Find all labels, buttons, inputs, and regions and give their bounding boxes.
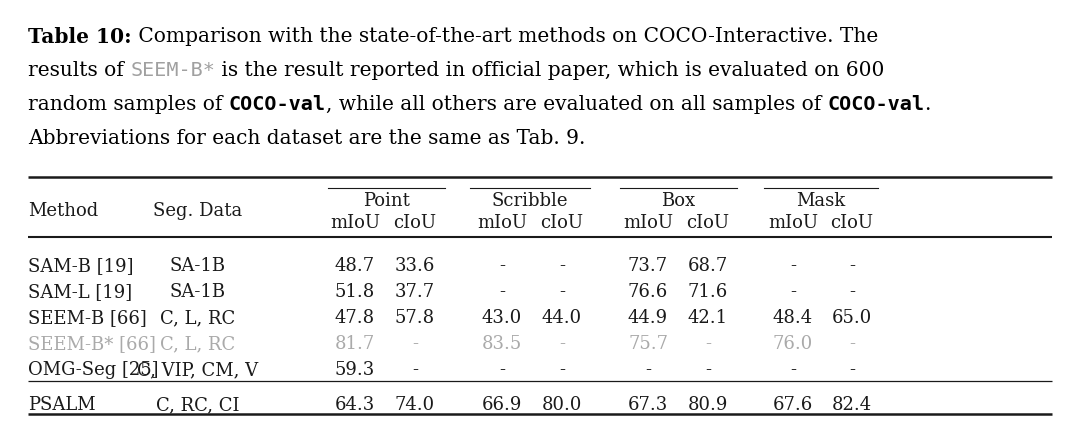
Text: -: - <box>559 334 565 352</box>
Text: 83.5: 83.5 <box>482 334 522 352</box>
Text: -: - <box>849 283 855 300</box>
Text: -: - <box>849 334 855 352</box>
Text: 57.8: 57.8 <box>395 308 435 326</box>
Text: Method: Method <box>28 202 98 219</box>
Text: 44.0: 44.0 <box>542 308 582 326</box>
Text: SA-1B: SA-1B <box>170 283 226 300</box>
Text: 71.6: 71.6 <box>688 283 728 300</box>
Text: mIoU: mIoU <box>623 214 673 231</box>
Text: , while all others are evaluated on all samples of: , while all others are evaluated on all … <box>326 95 827 114</box>
Text: SAM-B [19]: SAM-B [19] <box>28 256 134 274</box>
Text: -: - <box>705 334 711 352</box>
Text: Scribble: Scribble <box>491 191 568 209</box>
Text: Table 10:: Table 10: <box>28 27 132 47</box>
Text: 67.6: 67.6 <box>773 395 813 413</box>
Text: OMG-Seg [25]: OMG-Seg [25] <box>28 360 159 378</box>
Text: 76.0: 76.0 <box>773 334 813 352</box>
Text: 48.4: 48.4 <box>773 308 813 326</box>
Text: PSALM: PSALM <box>28 395 96 413</box>
Text: Box: Box <box>661 191 696 209</box>
Text: 67.3: 67.3 <box>627 395 669 413</box>
Text: C, VIP, CM, V: C, VIP, CM, V <box>137 360 258 378</box>
Text: -: - <box>645 360 651 378</box>
Text: -: - <box>559 256 565 274</box>
Text: -: - <box>849 256 855 274</box>
Text: mIoU: mIoU <box>477 214 527 231</box>
Text: 64.3: 64.3 <box>335 395 375 413</box>
Text: -: - <box>789 360 796 378</box>
Text: -: - <box>499 283 505 300</box>
Text: C, L, RC: C, L, RC <box>160 334 235 352</box>
Text: is the result reported in official paper, which is evaluated on 600: is the result reported in official paper… <box>215 61 885 80</box>
Text: -: - <box>499 256 505 274</box>
Text: 37.7: 37.7 <box>395 283 435 300</box>
Text: C, L, RC: C, L, RC <box>160 308 235 326</box>
Text: -: - <box>411 334 418 352</box>
Text: cIoU: cIoU <box>393 214 436 231</box>
Text: results of: results of <box>28 61 130 80</box>
Text: SEEM-B* [66]: SEEM-B* [66] <box>28 334 156 352</box>
Text: 80.0: 80.0 <box>542 395 582 413</box>
Text: mIoU: mIoU <box>329 214 380 231</box>
Text: -: - <box>789 283 796 300</box>
Text: 33.6: 33.6 <box>395 256 435 274</box>
Text: Seg. Data: Seg. Data <box>153 202 243 219</box>
Text: 43.0: 43.0 <box>482 308 522 326</box>
Text: 74.0: 74.0 <box>395 395 435 413</box>
Text: SEEM-B [66]: SEEM-B [66] <box>28 308 147 326</box>
Text: SA-1B: SA-1B <box>170 256 226 274</box>
Text: 47.8: 47.8 <box>335 308 375 326</box>
Text: COCO-val: COCO-val <box>827 95 924 114</box>
Text: cIoU: cIoU <box>540 214 583 231</box>
Text: .: . <box>924 95 931 114</box>
Text: -: - <box>789 256 796 274</box>
Text: COCO-val: COCO-val <box>229 95 326 114</box>
Text: C, RC, CI: C, RC, CI <box>157 395 240 413</box>
Text: SEEM-B*: SEEM-B* <box>130 61 215 80</box>
Text: 68.7: 68.7 <box>688 256 728 274</box>
Text: Mask: Mask <box>796 191 846 209</box>
Text: -: - <box>849 360 855 378</box>
Text: SAM-L [19]: SAM-L [19] <box>28 283 132 300</box>
Text: -: - <box>499 360 505 378</box>
Text: 76.6: 76.6 <box>627 283 669 300</box>
Text: -: - <box>705 360 711 378</box>
Text: -: - <box>559 360 565 378</box>
Text: Point: Point <box>363 191 410 209</box>
Text: 59.3: 59.3 <box>335 360 375 378</box>
Text: random samples of: random samples of <box>28 95 229 114</box>
Text: 65.0: 65.0 <box>832 308 873 326</box>
Text: -: - <box>559 283 565 300</box>
Text: 82.4: 82.4 <box>832 395 872 413</box>
Text: 73.7: 73.7 <box>627 256 669 274</box>
Text: 66.9: 66.9 <box>482 395 523 413</box>
Text: 48.7: 48.7 <box>335 256 375 274</box>
Text: 81.7: 81.7 <box>335 334 375 352</box>
Text: 51.8: 51.8 <box>335 283 375 300</box>
Text: 44.9: 44.9 <box>627 308 669 326</box>
Text: mIoU: mIoU <box>768 214 818 231</box>
Text: cIoU: cIoU <box>687 214 730 231</box>
Text: 42.1: 42.1 <box>688 308 728 326</box>
Text: Comparison with the state-of-the-art methods on COCO-Interactive. The: Comparison with the state-of-the-art met… <box>132 27 878 46</box>
Text: Abbreviations for each dataset are the same as Tab. 9.: Abbreviations for each dataset are the s… <box>28 129 585 147</box>
Text: 75.7: 75.7 <box>627 334 669 352</box>
Text: cIoU: cIoU <box>831 214 874 231</box>
Text: 80.9: 80.9 <box>688 395 728 413</box>
Text: -: - <box>411 360 418 378</box>
